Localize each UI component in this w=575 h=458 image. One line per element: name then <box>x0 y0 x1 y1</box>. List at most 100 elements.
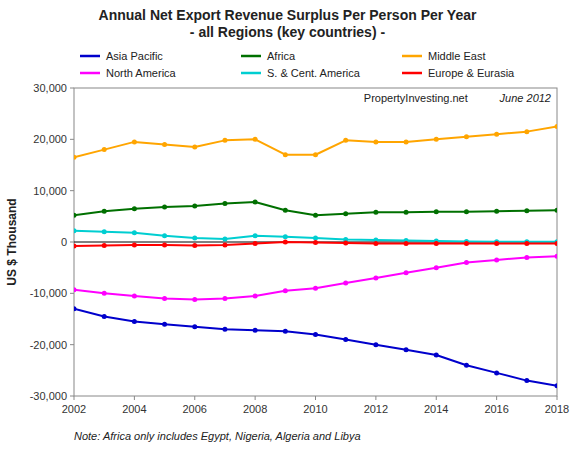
point <box>434 265 439 270</box>
x-tick-label: 2010 <box>303 403 327 415</box>
x-tick <box>375 396 376 400</box>
x-tick <box>436 396 437 400</box>
point <box>494 209 499 214</box>
point <box>313 235 318 240</box>
point <box>494 241 499 246</box>
legend-label: Middle East <box>428 50 485 62</box>
y-tick-label: 0 <box>61 236 67 248</box>
x-tick-label: 2002 <box>62 403 86 415</box>
point <box>555 383 558 388</box>
y-tick-label: -30,000 <box>30 390 67 402</box>
point <box>555 241 558 246</box>
x-tick <box>496 396 497 400</box>
point <box>222 296 227 301</box>
point <box>464 260 469 265</box>
y-tick <box>70 190 74 191</box>
point <box>313 286 318 291</box>
x-tick-label: 2012 <box>364 403 388 415</box>
point <box>283 234 288 239</box>
point <box>524 378 529 383</box>
x-tick-label: 2014 <box>424 403 448 415</box>
point <box>74 228 77 233</box>
legend-label: Europe & Eurasia <box>428 67 515 79</box>
point <box>132 230 137 235</box>
point <box>313 332 318 337</box>
point <box>162 205 167 210</box>
point <box>524 129 529 134</box>
point <box>555 208 558 213</box>
point <box>162 142 167 147</box>
point <box>222 243 227 248</box>
note: Note: Africa only includes Egypt, Nigeri… <box>74 430 361 442</box>
point <box>373 139 378 144</box>
x-tick-label: 2016 <box>484 403 508 415</box>
point <box>464 134 469 139</box>
point <box>313 213 318 218</box>
x-tick <box>134 396 135 400</box>
chart: Annual Net Export Revenue Surplus Per Pe… <box>0 0 575 458</box>
point <box>253 137 258 142</box>
point <box>102 243 107 248</box>
x-tick <box>194 396 195 400</box>
y-tick <box>70 344 74 345</box>
point <box>162 322 167 327</box>
x-tick-label: 2018 <box>545 403 569 415</box>
point <box>373 241 378 246</box>
plot-area <box>74 124 557 388</box>
point <box>253 199 258 204</box>
point <box>373 275 378 280</box>
point <box>222 138 227 143</box>
point <box>524 208 529 213</box>
legend-swatch <box>402 55 422 58</box>
legend-swatch <box>80 55 100 58</box>
y-tick-label: 20,000 <box>33 133 67 145</box>
point <box>253 293 258 298</box>
point <box>373 342 378 347</box>
point <box>404 241 409 246</box>
point <box>102 314 107 319</box>
point <box>102 147 107 152</box>
y-tick-label: 10,000 <box>33 185 67 197</box>
point <box>283 288 288 293</box>
series-line <box>74 256 557 299</box>
point <box>555 254 558 259</box>
point <box>464 363 469 368</box>
point <box>222 201 227 206</box>
point <box>494 132 499 137</box>
point <box>343 337 348 342</box>
point <box>132 319 137 324</box>
y-tick-label: -20,000 <box>30 339 67 351</box>
legend-label: North America <box>106 67 177 79</box>
point <box>102 209 107 214</box>
point <box>373 210 378 215</box>
point <box>132 243 137 248</box>
point <box>404 347 409 352</box>
point <box>343 211 348 216</box>
x-tick <box>557 396 558 400</box>
legend-swatch <box>402 72 422 75</box>
point <box>192 145 197 150</box>
point <box>74 155 77 160</box>
legend-label: Asia Pacific <box>106 50 163 62</box>
point <box>524 241 529 246</box>
y-tick <box>70 139 74 140</box>
legend-swatch <box>241 55 261 58</box>
title-line: - all Regions (key countries) - <box>190 24 386 40</box>
watermark: PropertyInvesting.net <box>364 92 468 104</box>
y-axis-label: US $ Thousand <box>5 198 19 285</box>
legend-swatch <box>80 72 100 75</box>
point <box>162 233 167 238</box>
point <box>464 209 469 214</box>
x-tick-label: 2008 <box>243 403 267 415</box>
point <box>283 329 288 334</box>
point <box>343 138 348 143</box>
point <box>102 229 107 234</box>
legend-swatch <box>241 72 261 75</box>
point <box>192 235 197 240</box>
watermark-date: June 2012 <box>499 92 551 104</box>
point <box>283 240 288 245</box>
x-tick <box>315 396 316 400</box>
legend-label: Africa <box>267 50 296 62</box>
point <box>192 324 197 329</box>
point <box>555 124 558 129</box>
